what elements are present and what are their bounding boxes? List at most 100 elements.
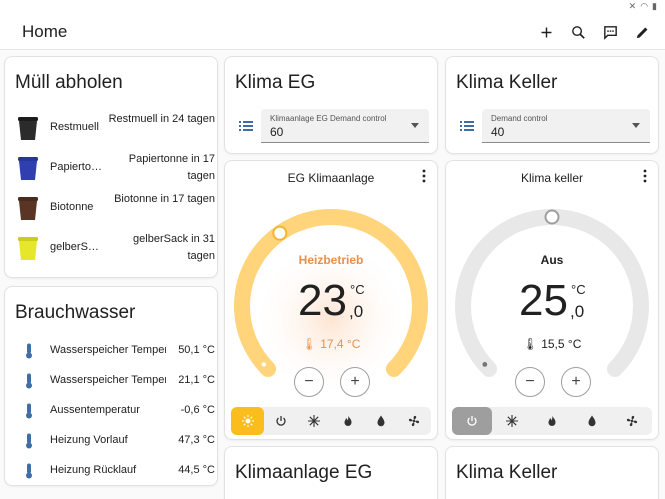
- select-value: 40: [491, 125, 505, 139]
- target-temperature: 23: [298, 276, 347, 325]
- list-item[interactable]: Biotonne Biotonne in 17 tagen: [15, 188, 215, 228]
- current-temperature: 🌡︎ 15,5 °C: [522, 337, 582, 351]
- sensor-value: 50,1 °C: [178, 344, 215, 356]
- trash-bin-icon: [18, 117, 38, 140]
- brauchwasser-title: Brauchwasser: [15, 302, 136, 323]
- snowflake-icon: [506, 415, 518, 427]
- list-item[interactable]: Papiertonne Papiertonne in 17 tagen: [15, 148, 215, 188]
- thermometer-icon: [26, 403, 32, 419]
- demand-control-select[interactable]: Demand control 40: [482, 109, 650, 143]
- temperature-unit: °C: [571, 282, 586, 297]
- thermostat-dial[interactable]: [453, 201, 651, 399]
- list-item-name: Restmuell: [50, 121, 99, 133]
- mode-fan-button[interactable]: [398, 407, 431, 435]
- table-row[interactable]: Heizung Rücklauf 44,5 °C: [15, 457, 215, 485]
- sensor-name: Wasserspeicher Temperatur unten: [50, 374, 166, 386]
- klima-keller-card: Klima Keller Demand control 40: [445, 56, 659, 154]
- demand-control-select[interactable]: Klimaanlage EG Demand control 60: [261, 109, 429, 143]
- mode-fan-button[interactable]: [612, 407, 652, 435]
- fan-icon: [626, 415, 638, 427]
- thermometer-icon: [26, 433, 32, 449]
- page-title: Home: [22, 22, 68, 41]
- hvac-mode-label: Aus: [540, 253, 564, 267]
- mode-dry-button[interactable]: [364, 407, 397, 435]
- thermometer-icon: 🌡︎: [301, 337, 317, 351]
- mode-heat-button[interactable]: [231, 407, 265, 435]
- list-item-state: Papiertonne in 17 tagen: [128, 153, 215, 182]
- sensor-value: 44,5 °C: [178, 464, 215, 476]
- snowflake-icon: [308, 415, 321, 427]
- sensor-value: -0,6 °C: [180, 404, 215, 416]
- list-item[interactable]: gelberSack gelberSack in 31 tagen: [15, 228, 215, 268]
- plus-icon[interactable]: [537, 23, 555, 41]
- card-title: Klima Keller: [456, 462, 558, 483]
- decrease-temp-button[interactable]: −: [515, 367, 545, 397]
- thermometer-icon: [26, 373, 32, 389]
- increase-temp-button[interactable]: +: [340, 367, 370, 397]
- table-row[interactable]: Wasserspeicher Temperatur unten 21,1 °C: [15, 367, 215, 395]
- klima-eg-card: Klima EG Klimaanlage EG Demand control 6…: [224, 56, 438, 154]
- fan-icon: [409, 415, 420, 427]
- trash-bin-icon: [18, 237, 38, 260]
- select-label: Demand control: [491, 114, 548, 123]
- increase-temp-button[interactable]: +: [561, 367, 591, 397]
- chevron-down-icon: [632, 123, 640, 128]
- chevron-down-icon: [411, 123, 419, 128]
- pencil-icon[interactable]: [633, 23, 651, 41]
- table-row[interactable]: Aussentemperatur -0,6 °C: [15, 397, 215, 425]
- decrease-temp-button[interactable]: −: [294, 367, 324, 397]
- thermostat-keller-card: Klima keller Aus 25 °C ,0 🌡︎ 15,5 °C − +: [445, 160, 659, 440]
- mode-dry-button[interactable]: [572, 407, 612, 435]
- list-item-name: Papiertonne: [50, 161, 104, 173]
- list-item-state: gelberSack in 31 tagen: [133, 233, 215, 262]
- klima-keller-title: Klima Keller: [456, 72, 558, 93]
- mode-cool-button[interactable]: [492, 407, 532, 435]
- hvac-mode-bar: [231, 407, 431, 435]
- search-icon[interactable]: [569, 23, 587, 41]
- target-temperature-decimal: ,0: [570, 302, 585, 321]
- format-list-icon: [239, 121, 253, 131]
- thermostat-dial[interactable]: [232, 201, 430, 399]
- status-bar: ✕ ◠ ▮: [0, 0, 665, 14]
- thermostat-title: EG Klimaanlage: [287, 171, 375, 185]
- hvac-mode-label: Heizbetrieb: [298, 253, 364, 267]
- select-label: Klimaanlage EG Demand control: [270, 114, 387, 123]
- mode-off-button[interactable]: [452, 407, 492, 435]
- table-row[interactable]: Heizung Vorlauf 47,3 °C: [15, 427, 215, 455]
- sensor-name: Heizung Rücklauf: [50, 464, 137, 476]
- thermostat-title: Klima keller: [520, 171, 583, 185]
- table-row[interactable]: Wasserspeicher Temperatur oben 50,1 °C: [15, 337, 215, 365]
- list-item-state: Biotonne in 17 tagen: [114, 193, 215, 205]
- muell-title: Müll abholen: [15, 72, 123, 93]
- more-vert-icon[interactable]: [642, 168, 648, 184]
- mode-off-button[interactable]: [264, 407, 297, 435]
- trash-bin-icon: [18, 157, 38, 180]
- dial-min-dot: [482, 361, 488, 367]
- setpoint-handle[interactable]: [272, 225, 288, 241]
- water-percent-icon: [377, 415, 385, 427]
- format-list-icon: [460, 121, 474, 131]
- sensor-name: Wasserspeicher Temperatur oben: [50, 344, 166, 356]
- assist-icon[interactable]: [601, 23, 619, 41]
- wifi-icon: ◠: [640, 1, 649, 11]
- mode-heat-flame-button[interactable]: [331, 407, 364, 435]
- mode-heat-button[interactable]: [532, 407, 572, 435]
- mode-cool-button[interactable]: [298, 407, 331, 435]
- mute-icon: ✕: [628, 1, 637, 11]
- sensor-value: 21,1 °C: [178, 374, 215, 386]
- status-icons: ✕ ◠ ▮: [629, 1, 657, 12]
- app-actions: [537, 23, 651, 41]
- klima-eg-title: Klima EG: [235, 72, 316, 93]
- fire-icon: [344, 415, 352, 426]
- more-vert-icon[interactable]: [421, 168, 427, 184]
- setpoint-handle[interactable]: [544, 209, 560, 225]
- list-item[interactable]: Restmuell Restmuell in 24 tagen: [15, 108, 215, 148]
- thermometer-icon: [26, 343, 32, 359]
- klimaanlage-eg-card: Klimaanlage EG: [224, 446, 438, 499]
- sensor-value: 47,3 °C: [178, 434, 215, 446]
- dial-arc: [234, 209, 428, 377]
- card-title: Klimaanlage EG: [235, 462, 373, 483]
- trash-bin-icon: [18, 197, 38, 220]
- target-temperature-decimal: ,0: [349, 302, 364, 321]
- sensor-name: Aussentemperatur: [50, 404, 140, 416]
